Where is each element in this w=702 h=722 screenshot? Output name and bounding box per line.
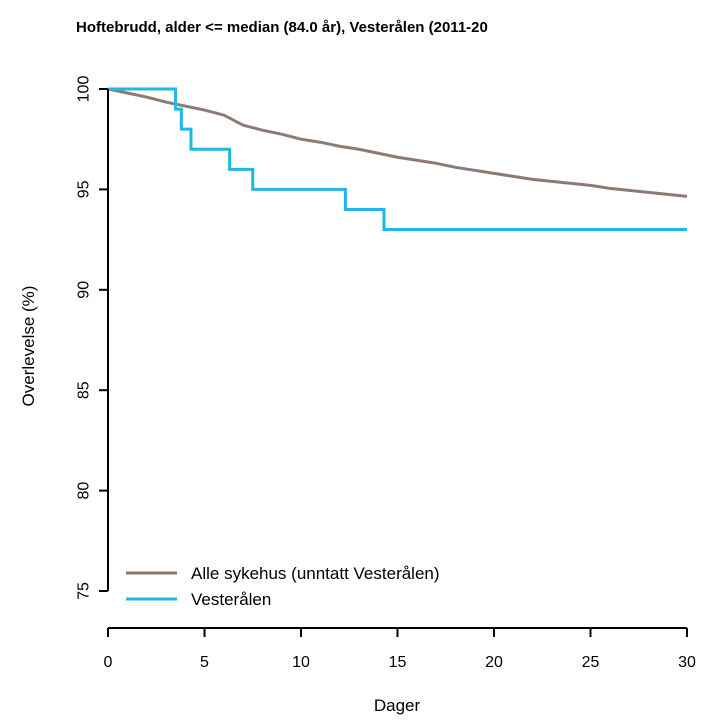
x-tick-label: 15 — [389, 654, 407, 671]
legend: Alle sykehus (unntatt Vesterålen) Vester… — [126, 564, 440, 609]
x-axis-label: Dager — [374, 696, 421, 715]
chart-title: Hoftebrudd, alder <= median (84.0 år), V… — [76, 19, 488, 36]
x-axis-ticks: 0 5 10 15 20 25 30 — [104, 628, 696, 671]
x-tick-label: 30 — [678, 654, 696, 671]
plot-area — [107, 87, 688, 232]
y-tick-label: 85 — [76, 381, 93, 399]
y-tick-label: 80 — [76, 482, 93, 500]
series-line-all-hospitals — [107, 87, 688, 198]
series-layer — [107, 87, 688, 232]
x-tick-label: 5 — [200, 654, 209, 671]
y-axis-ticks: 75 80 85 90 95 100 — [76, 76, 108, 600]
x-tick-label: 25 — [582, 654, 600, 671]
y-tick-label: 90 — [76, 281, 93, 299]
legend-label-vesteralen: Vesterålen — [191, 590, 271, 609]
x-tick-label: 0 — [104, 654, 113, 671]
y-tick-label: 100 — [76, 76, 93, 103]
y-axis-label: Overlevelse (%) — [19, 286, 38, 407]
y-tick-label: 95 — [76, 180, 93, 198]
x-tick-label: 20 — [485, 654, 503, 671]
y-tick-label: 75 — [76, 582, 93, 600]
legend-label-all-hospitals: Alle sykehus (unntatt Vesterålen) — [191, 564, 440, 583]
x-tick-label: 10 — [292, 654, 310, 671]
series-line-vesteralen — [108, 87, 687, 232]
